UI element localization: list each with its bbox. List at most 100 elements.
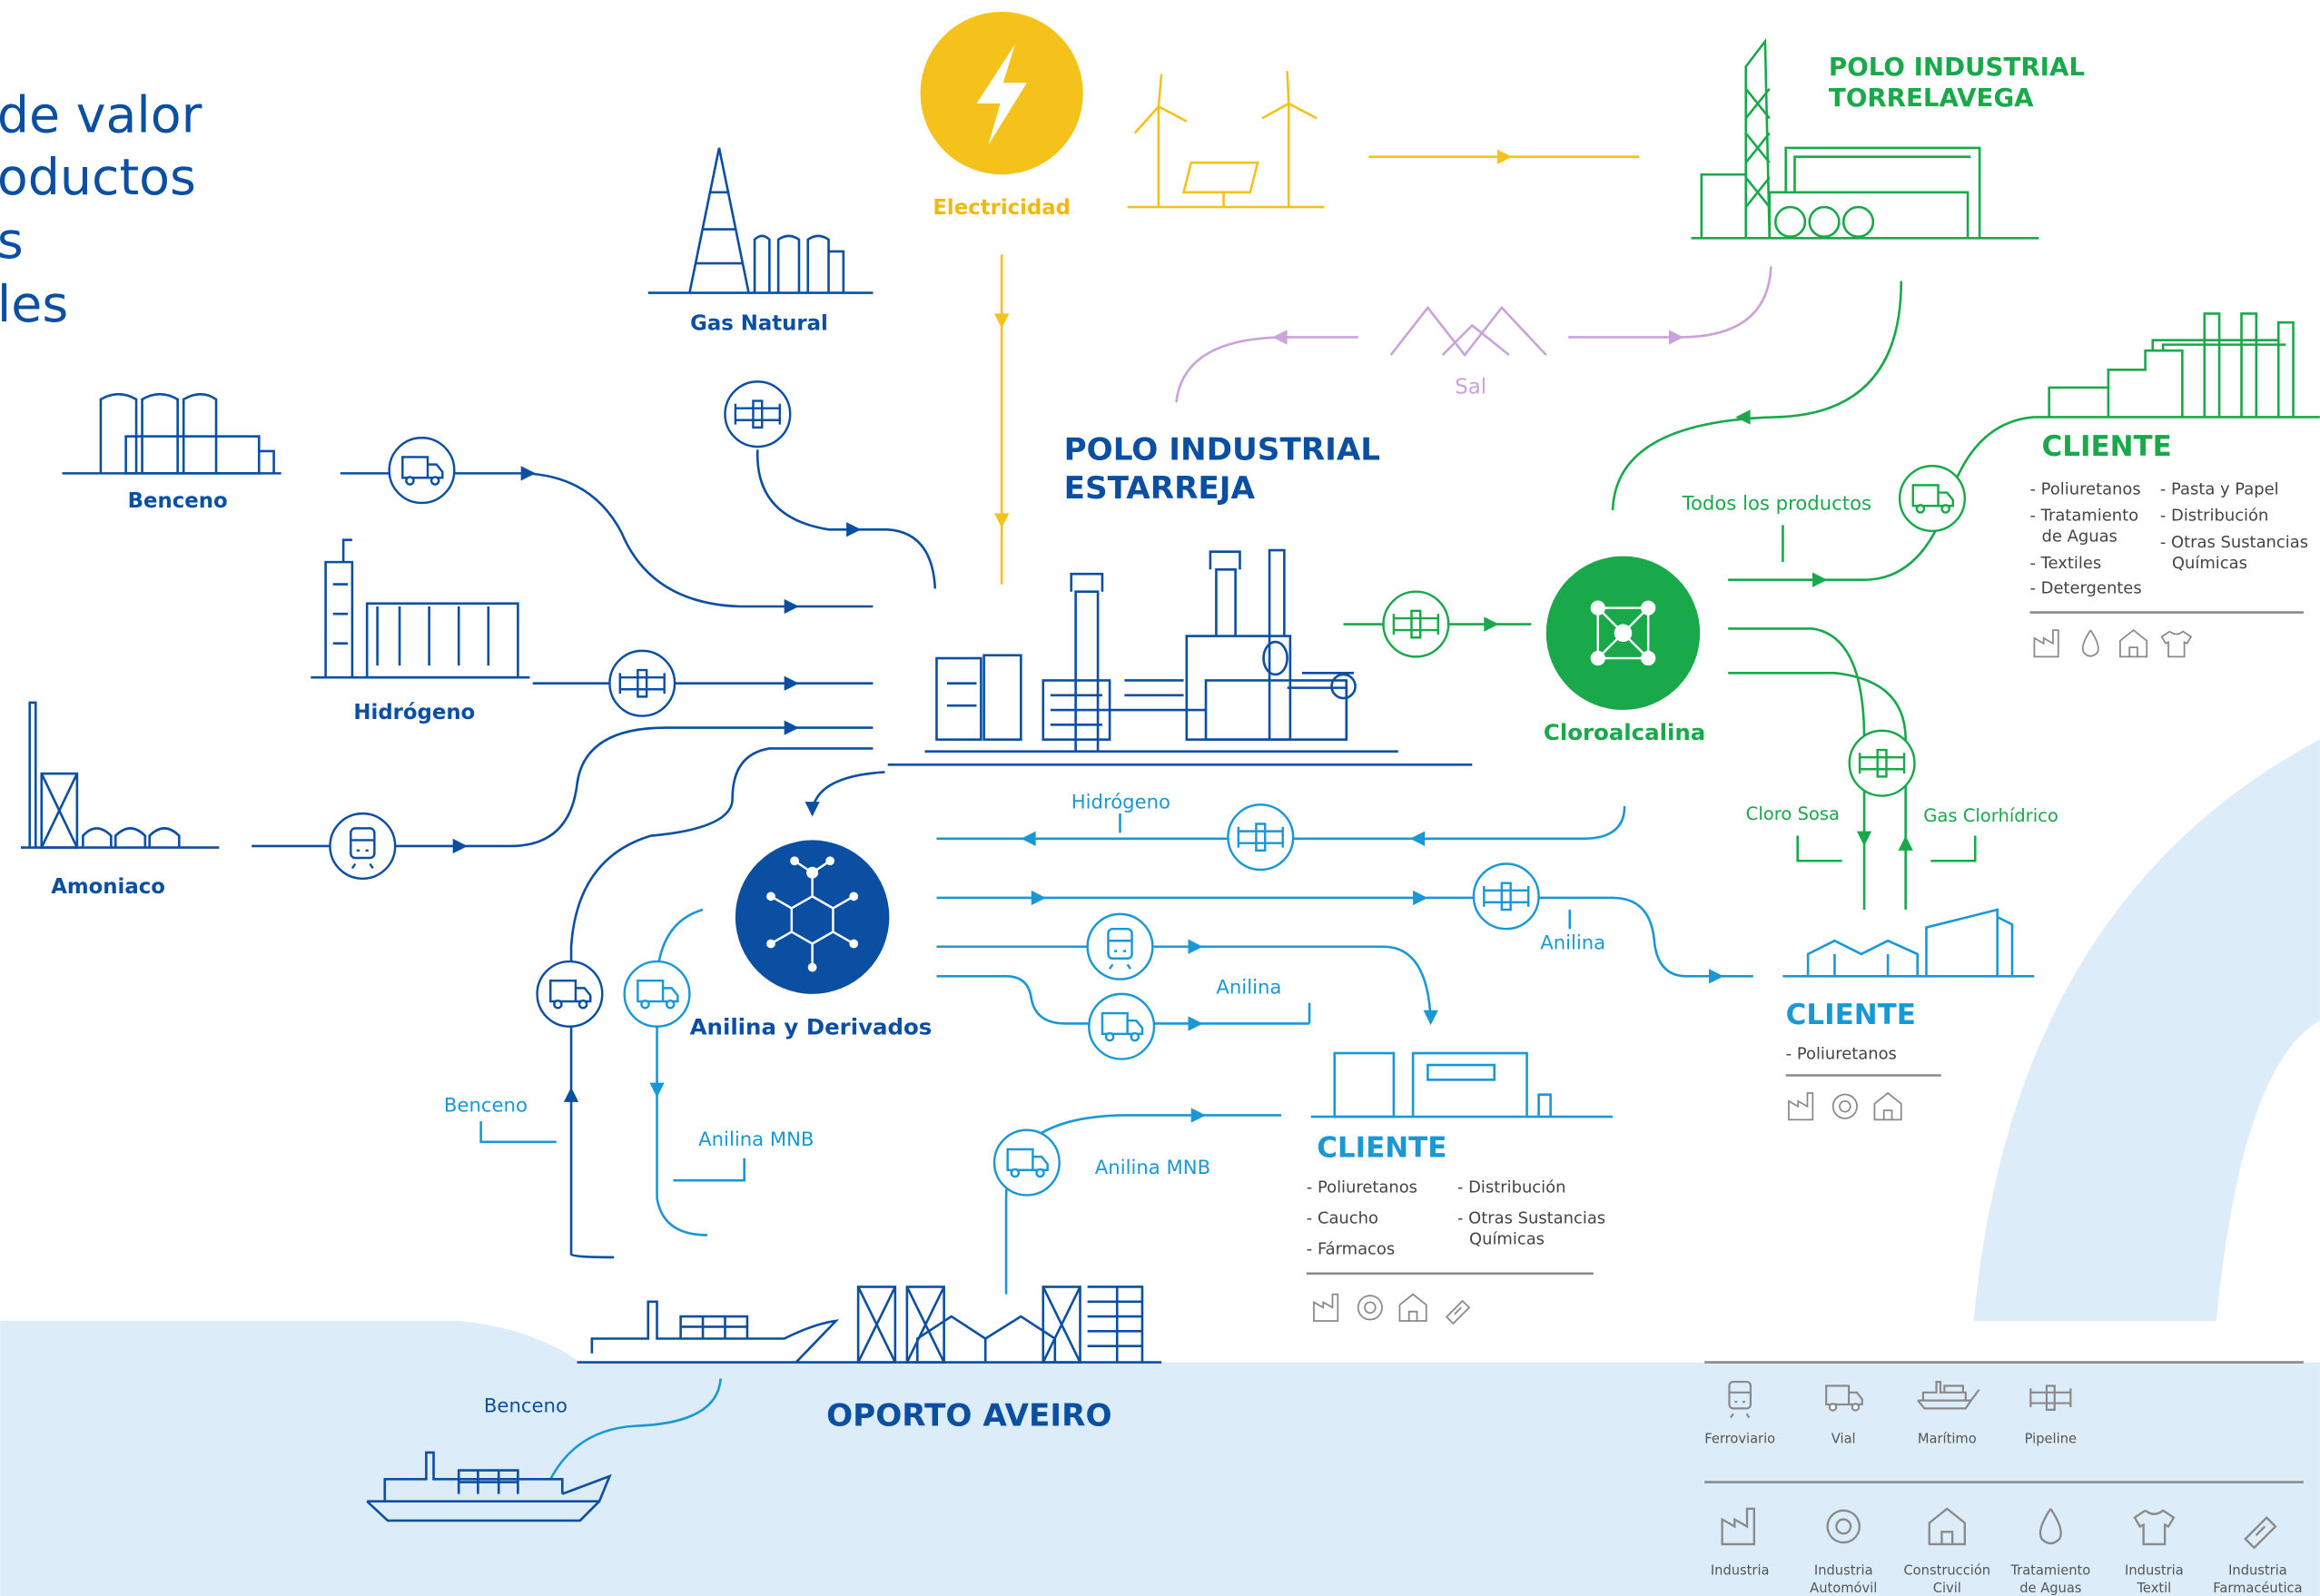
industry-shape <box>2120 630 2147 656</box>
legend-label: Vial <box>1831 1431 1856 1446</box>
industry-shape <box>2083 630 2098 656</box>
flow-label: Hidrógeno <box>1071 791 1170 813</box>
circle-shape <box>849 940 858 949</box>
green-client-plant <box>2034 313 2319 417</box>
industry-shape <box>2162 632 2191 657</box>
path-shape <box>1210 550 1284 740</box>
line-shape <box>1288 103 1317 118</box>
wheel <box>1830 1404 1836 1410</box>
polyline-shape <box>2108 350 2182 417</box>
polygon-shape <box>1191 1108 1206 1122</box>
path-shape <box>858 1286 895 1362</box>
polygon-shape <box>785 720 799 734</box>
pipe-icon <box>1850 731 1915 796</box>
pipe-icon <box>1384 592 1449 657</box>
ellipse-shape <box>1264 642 1288 675</box>
wheel <box>554 1000 561 1008</box>
title-line: de valor <box>0 86 202 144</box>
client-item: - Poliuretanos <box>2030 479 2141 498</box>
path-shape <box>259 451 273 473</box>
polyline-shape <box>1998 917 2012 976</box>
polygon-shape <box>846 522 861 537</box>
rect-shape <box>1187 636 1290 740</box>
polyline-shape <box>481 1121 557 1142</box>
client-item: - Textiles <box>2030 554 2102 573</box>
polyline-shape <box>985 1316 1055 1363</box>
icon-ring <box>1900 466 1965 531</box>
wheel <box>641 1000 648 1008</box>
chloralkali-plant <box>1546 557 1700 710</box>
wheel <box>1036 1169 1043 1177</box>
circle-shape <box>825 856 834 865</box>
legend-label: Farmacéutica <box>2213 1581 2302 1596</box>
industry-shape <box>1446 1301 1469 1324</box>
polyline-shape <box>1930 836 1975 862</box>
line-shape <box>1288 71 1289 103</box>
polygon-shape <box>521 466 536 480</box>
legend-label: Automóvil <box>1810 1581 1877 1596</box>
polygon-shape <box>1424 1010 1438 1025</box>
truck-icon <box>625 961 690 1027</box>
industry-icon <box>1833 1095 1857 1118</box>
path-shape <box>592 1302 836 1363</box>
truck-icon <box>1900 466 1965 531</box>
train-icon <box>1088 914 1153 980</box>
circle-shape <box>766 892 775 901</box>
client-title: CLIENTE <box>2042 430 2172 463</box>
circle-shape <box>1591 600 1605 615</box>
path-shape <box>63 394 281 473</box>
industry-icon <box>1314 1295 1338 1321</box>
client-title: CLIENTE <box>1317 1131 1446 1164</box>
path-shape <box>1088 1286 1142 1362</box>
rect-shape <box>367 604 518 677</box>
flow-label: Benceno <box>444 1094 528 1117</box>
circle-shape <box>1614 625 1633 643</box>
polyline-shape <box>917 1316 985 1363</box>
icon-ring <box>538 961 603 1027</box>
polygon-shape <box>1021 832 1035 846</box>
legend-label: Ferroviario <box>1704 1431 1775 1446</box>
polygon-shape <box>1272 330 1287 344</box>
polygon-shape <box>649 1083 664 1098</box>
rect-shape <box>936 658 981 740</box>
client-item: - Tratamiento <box>2030 507 2139 526</box>
polyline-shape <box>1798 836 1842 862</box>
polyline-shape <box>1746 42 1770 239</box>
path-shape <box>2205 313 2294 417</box>
title: de valor oductos s les <box>0 86 202 334</box>
industry-icon <box>2162 632 2191 657</box>
g-shape <box>1002 71 1639 584</box>
pipe-icon <box>1228 804 1293 870</box>
pipe-icon <box>609 651 675 716</box>
flow-label: Anilina MNB <box>1095 1156 1210 1178</box>
circle-shape <box>1641 651 1655 665</box>
flow-label: Anilina <box>1540 931 1605 953</box>
polygon-shape <box>1484 616 1498 631</box>
polygon-shape <box>805 802 819 816</box>
node-label: Sal <box>1455 375 1486 399</box>
wheel <box>579 1000 587 1008</box>
legend-label: Construcción <box>1903 1562 1990 1578</box>
industry-shape <box>1874 1093 1900 1119</box>
site-label: ESTARREJA <box>1064 470 1256 507</box>
industry-icon <box>1399 1295 1426 1321</box>
polygon-shape <box>1669 330 1683 344</box>
client-item: - Otras Sustancias <box>2160 533 2308 552</box>
polygon-shape <box>1709 969 1723 983</box>
truck-icon <box>994 1130 1060 1196</box>
industry-icon <box>1358 1296 1382 1319</box>
polygon-shape <box>1188 1016 1202 1030</box>
polygon-shape <box>1812 573 1827 587</box>
line-shape <box>1159 74 1161 106</box>
circle-shape <box>1641 600 1655 615</box>
node-label: Hidrógeno <box>353 701 475 724</box>
path-shape <box>755 236 844 293</box>
industry-shape <box>1399 1295 1426 1321</box>
client-item: - Detergentes <box>2030 578 2142 597</box>
client-item: - Otras Sustancias <box>1457 1209 1605 1228</box>
rect-shape <box>1206 680 1347 739</box>
circle-shape <box>1843 207 1873 237</box>
polygon-shape <box>564 1088 578 1102</box>
path-shape <box>681 1316 747 1338</box>
path-shape <box>947 684 1102 725</box>
